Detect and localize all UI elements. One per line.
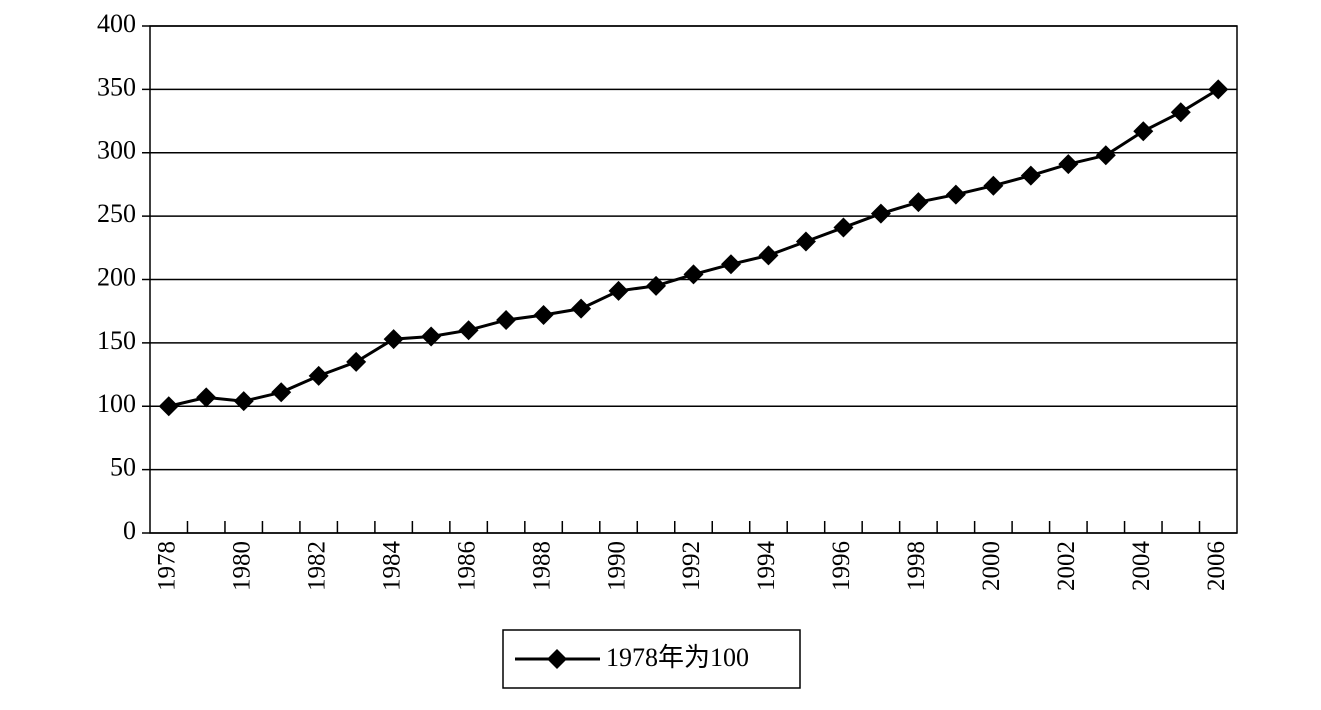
y-tick-label: 250 [97, 199, 136, 228]
data-point [608, 280, 629, 301]
x-tick-label: 1986 [453, 541, 480, 591]
legend-marker [547, 649, 567, 669]
data-point [1058, 154, 1079, 175]
data-point [646, 275, 667, 296]
data-point [533, 304, 554, 325]
x-tick-label: 2000 [978, 541, 1005, 591]
data-point [571, 298, 592, 319]
x-tick-label: 1982 [303, 541, 330, 591]
y-tick-label: 150 [97, 326, 136, 355]
data-point [1170, 102, 1191, 123]
x-tick-label: 1996 [828, 541, 855, 591]
data-point [383, 329, 404, 350]
data-point [1133, 121, 1154, 142]
data-point [271, 382, 292, 403]
data-point [870, 203, 891, 224]
legend-label: 1978年为100 [606, 643, 749, 672]
data-point [158, 396, 179, 417]
data-point [720, 254, 741, 275]
x-tick-label: 2006 [1203, 541, 1230, 591]
data-point [683, 264, 704, 285]
data-point [1208, 79, 1229, 100]
x-tick-label: 1988 [528, 541, 555, 591]
series-line [168, 88, 1220, 408]
data-point [833, 217, 854, 238]
x-tick-label: 1984 [378, 541, 405, 592]
data-point [196, 387, 217, 408]
legend-box [502, 629, 801, 689]
data-point [795, 231, 816, 252]
data-point [758, 245, 779, 266]
data-point [458, 320, 479, 341]
y-tick-label: 200 [97, 262, 136, 291]
data-point [496, 310, 517, 331]
y-tick-label: 300 [97, 136, 136, 165]
y-tick-label: 100 [97, 389, 136, 418]
y-tick-label: 350 [97, 72, 136, 101]
y-tick-label: 400 [97, 9, 136, 38]
y-tick-label: 0 [123, 516, 136, 545]
data-point [421, 326, 442, 347]
x-tick-label: 1992 [678, 541, 705, 591]
plot-frame [149, 25, 1238, 534]
y-tick-label: 50 [110, 453, 136, 482]
x-tick-label: 2004 [1128, 541, 1155, 592]
x-tick-label: 1980 [228, 541, 255, 591]
x-tick-label: 1998 [903, 541, 930, 591]
data-point [1095, 145, 1116, 166]
x-tick-label: 1990 [603, 541, 630, 591]
data-point [308, 365, 329, 386]
data-point [233, 391, 254, 412]
data-point [1020, 165, 1041, 186]
data-point [945, 184, 966, 205]
data-point [983, 175, 1004, 196]
x-tick-label: 1994 [753, 541, 780, 592]
x-tick-label: 2002 [1053, 541, 1080, 591]
data-point [346, 351, 367, 372]
data-point [908, 192, 929, 213]
x-tick-label: 1978 [153, 541, 180, 591]
